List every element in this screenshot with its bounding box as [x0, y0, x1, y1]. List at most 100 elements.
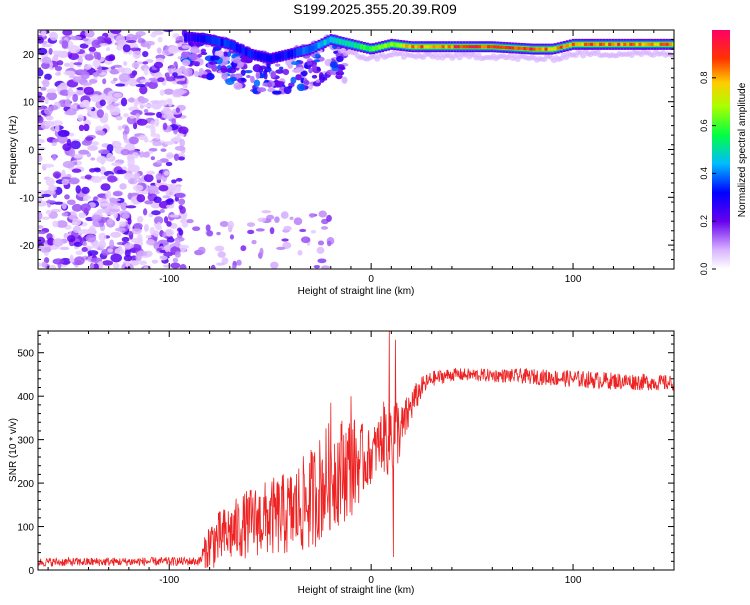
noise-blob — [128, 78, 138, 87]
carrier-cell — [235, 43, 239, 52]
noise-blob — [56, 60, 64, 66]
noise-blob — [53, 201, 64, 205]
noise-blob — [38, 153, 41, 162]
noise-blob — [102, 260, 114, 266]
carrier-cell — [562, 44, 566, 49]
noise-blob — [146, 43, 151, 50]
snr-y-label: SNR (10 * v/v) — [8, 418, 19, 482]
signal-blob — [294, 67, 304, 73]
y-tick-label: 20 — [23, 50, 35, 61]
noise-blob — [90, 157, 96, 161]
y-tick-label: -20 — [20, 241, 35, 252]
noise-blob — [175, 107, 180, 113]
chart-title: S199.2025.355.20.39.R09 — [293, 1, 457, 17]
carrier-cell — [583, 42, 587, 46]
noise-blob — [119, 221, 127, 227]
noise-blob — [157, 36, 163, 43]
noise-blob — [79, 43, 89, 49]
carrier-cell — [577, 42, 581, 46]
noise-blob — [150, 120, 155, 126]
noise-blob — [121, 213, 130, 219]
carrier-cell — [420, 45, 424, 49]
noise-blob — [59, 246, 70, 251]
carrier-cell — [290, 49, 294, 58]
signal-blob — [208, 61, 218, 65]
noise-blob — [84, 30, 95, 38]
carrier-cell — [544, 47, 548, 51]
carrier-cell — [611, 42, 615, 46]
noise-blob — [182, 84, 188, 89]
noise-blob — [91, 94, 101, 103]
noise-blob — [55, 124, 60, 132]
noise-blob — [171, 118, 177, 125]
colorbar-label: Normalized spectral amplitude — [737, 82, 748, 217]
signal-blob — [192, 61, 201, 66]
carrier-cell — [553, 47, 557, 51]
carrier-cell — [556, 46, 560, 50]
noise-blob — [102, 78, 107, 85]
signal-blob — [181, 59, 191, 67]
noise-blob — [44, 97, 49, 105]
noise-blob — [109, 197, 117, 203]
noise-blob — [163, 88, 174, 95]
carrier-cell — [374, 45, 378, 51]
noise-blob — [82, 241, 87, 247]
noise-blob — [320, 226, 329, 230]
noise-blob — [123, 61, 128, 66]
carrier-cell — [302, 46, 306, 55]
signal-blob — [258, 74, 266, 78]
noise-blob — [108, 208, 121, 213]
noise-blob — [71, 203, 83, 212]
noise-blob — [168, 185, 177, 192]
noise-blob — [162, 30, 174, 33]
carrier-cell — [608, 42, 612, 46]
noise-blob — [156, 221, 162, 230]
noise-blob — [142, 61, 149, 65]
noise-blob — [91, 39, 103, 48]
carrier-cell — [371, 47, 375, 51]
noise-blob — [125, 260, 130, 268]
noise-blob — [89, 51, 96, 55]
carrier-cell — [665, 42, 669, 46]
noise-blob — [155, 133, 161, 140]
colorbar-tick-label: 0.2 — [699, 215, 709, 228]
carrier-cell — [468, 45, 472, 49]
noise-blob — [176, 133, 185, 137]
carrier-cell — [378, 45, 382, 49]
noise-blob — [93, 51, 99, 60]
noise-blob — [98, 240, 106, 249]
carrier-cell — [580, 42, 584, 46]
noise-blob — [310, 230, 317, 234]
carrier-cell — [541, 47, 545, 51]
carrier-cell — [402, 44, 406, 48]
noise-blob — [115, 83, 126, 87]
noise-blob — [281, 238, 289, 242]
carrier-cell — [653, 42, 657, 46]
noise-blob — [181, 221, 189, 228]
noise-blob — [82, 38, 89, 42]
signal-blob — [337, 68, 343, 74]
noise-blob — [52, 138, 59, 143]
carrier-cell — [208, 35, 212, 44]
noise-blob — [99, 43, 109, 47]
noise-blob — [205, 224, 211, 232]
noise-blob — [147, 185, 159, 193]
noise-blob — [56, 220, 68, 228]
signal-blob — [279, 66, 284, 70]
signal-blob — [201, 74, 208, 79]
carrier-cell — [262, 53, 266, 62]
noise-blob — [179, 264, 187, 269]
noise-blob — [69, 35, 82, 41]
noise-blob — [52, 220, 59, 228]
noise-blob — [52, 171, 62, 179]
noise-blob — [96, 155, 108, 164]
carrier-cell — [393, 43, 397, 47]
noise-blob — [150, 103, 159, 109]
noise-blob — [274, 216, 280, 223]
noise-blob — [143, 67, 149, 76]
noise-blob — [41, 261, 48, 268]
noise-blob — [92, 72, 99, 77]
noise-blob — [151, 259, 159, 264]
